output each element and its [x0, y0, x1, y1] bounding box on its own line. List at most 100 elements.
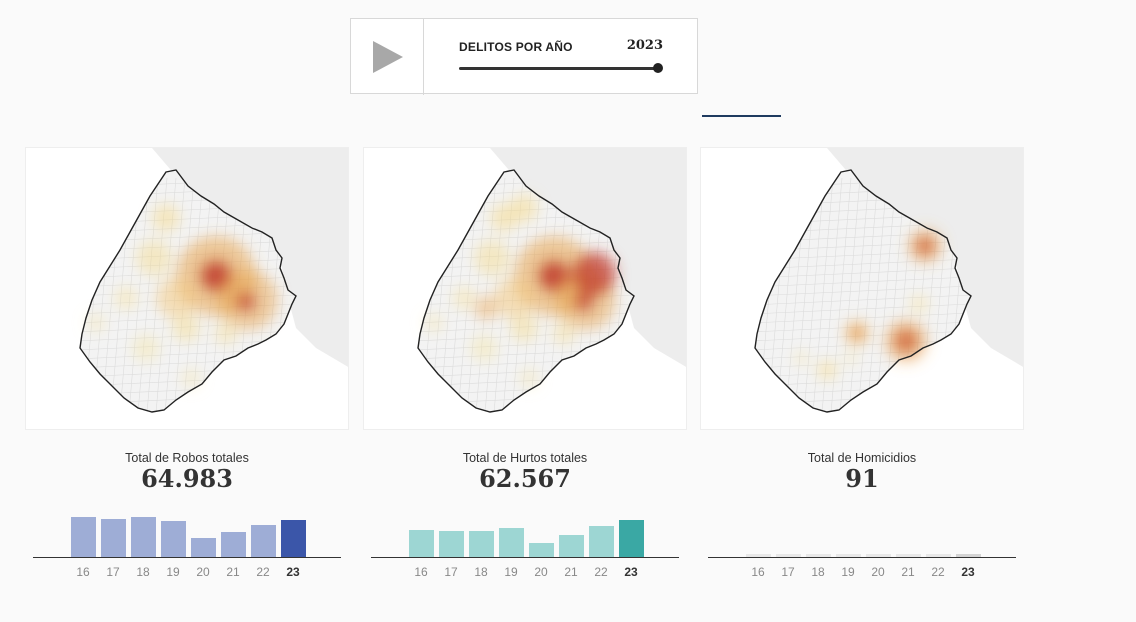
heat-spot [452, 286, 476, 310]
bar-chart-homicidios: 16 17 18 19 20 21 22 23 [700, 505, 1024, 585]
heat-spot [552, 321, 576, 345]
underline-link[interactable] [702, 115, 781, 117]
map-panel-homicidios[interactable] [700, 147, 1024, 430]
tick-label-21: 21 [901, 565, 915, 579]
river-area [827, 148, 1023, 367]
bar-18 [468, 531, 494, 557]
panel-total-homicidios: 91 [845, 464, 879, 493]
map-svg [417, 148, 686, 413]
heat-spot [494, 278, 534, 318]
bar-21 [895, 554, 921, 557]
bar-22 [588, 525, 614, 557]
tick-label-19: 19 [841, 565, 855, 579]
play-button[interactable] [351, 19, 424, 95]
tick-label-22: 22 [594, 565, 608, 579]
heat-spot [424, 313, 444, 333]
tick-label-23: 23 [624, 565, 638, 579]
city-outline [754, 169, 972, 413]
tick-label-16: 16 [414, 565, 428, 579]
bar-17 [775, 554, 801, 557]
year-slider-track[interactable] [459, 67, 659, 70]
tick-label-23: 23 [961, 565, 975, 579]
chart-baseline [708, 557, 1016, 558]
heat-spot [470, 334, 498, 362]
map-panel-robos[interactable] [25, 147, 349, 430]
map-panel-hurtos[interactable] [363, 147, 687, 430]
bar-19 [160, 521, 186, 557]
heat-spot [172, 314, 200, 342]
tick-label-22: 22 [256, 565, 270, 579]
tick-label-18: 18 [811, 565, 825, 579]
tick-label-21: 21 [226, 565, 240, 579]
heatmap-layer [793, 228, 943, 380]
heat-spot [156, 278, 196, 318]
tick-label-19: 19 [166, 565, 180, 579]
tick-label-21: 21 [564, 565, 578, 579]
tick-label-23: 23 [286, 565, 300, 579]
tick-label-20: 20 [534, 565, 548, 579]
heat-spot [817, 360, 837, 380]
heatmap-layer [86, 204, 278, 388]
heat-spot [236, 292, 256, 312]
heat-spot [152, 204, 180, 232]
heat-spot [884, 319, 928, 363]
year-slider-handle[interactable] [653, 63, 663, 73]
year-player: DELITOS POR AÑO 2023 [350, 18, 698, 95]
tick-label-17: 17 [106, 565, 120, 579]
bar-21 [558, 535, 584, 557]
bar-19 [498, 528, 524, 557]
heat-spot [474, 240, 510, 276]
tick-label-18: 18 [474, 565, 488, 579]
heat-spot [907, 228, 943, 264]
tick-label-17: 17 [444, 565, 458, 579]
heat-spot [86, 313, 106, 333]
bar-18 [805, 554, 831, 557]
bar-17 [100, 518, 126, 557]
chart-baseline [371, 557, 679, 558]
bar-23 [618, 520, 644, 557]
heat-spot [136, 240, 172, 276]
tick-label-20: 20 [196, 565, 210, 579]
panel-label-homicidios: Total de Homicidios [807, 451, 917, 465]
bar-22 [925, 554, 951, 557]
play-icon [373, 41, 403, 73]
chart-baseline [33, 557, 341, 558]
heat-spot [843, 350, 859, 366]
heat-spot [572, 252, 616, 296]
heat-spot [181, 368, 201, 388]
bar-16 [745, 554, 771, 557]
bar-23 [955, 553, 981, 557]
heatmap-layer [424, 194, 616, 388]
bar-chart-hurtos: 16 17 18 19 20 21 22 23 [363, 505, 687, 585]
bar-16 [70, 517, 96, 557]
tick-label-22: 22 [931, 565, 945, 579]
bar-18 [130, 517, 156, 557]
heat-spot [909, 294, 929, 314]
river-area [490, 148, 686, 367]
heat-spot [510, 314, 538, 342]
bar-19 [835, 554, 861, 557]
tick-label-19: 19 [504, 565, 518, 579]
bar-21 [220, 532, 246, 557]
slider-year: 2023 [626, 38, 663, 53]
panel-label-hurtos: Total de Hurtos totales [462, 451, 588, 465]
tick-label-20: 20 [871, 565, 885, 579]
bar-20 [190, 537, 216, 557]
map-svg [79, 148, 348, 413]
heat-spot [214, 321, 238, 345]
tick-label-16: 16 [751, 565, 765, 579]
heat-spot [474, 296, 498, 320]
bar-chart-robos: 16 17 18 19 20 21 22 23 [25, 505, 349, 585]
bar-20 [528, 543, 554, 557]
city-outline [417, 169, 635, 413]
panel-total-hurtos: 62.567 [479, 464, 571, 493]
heat-spot [574, 292, 594, 312]
heat-spot [793, 350, 809, 366]
bar-16 [408, 529, 434, 557]
city-outline [79, 169, 297, 413]
heat-spot [114, 286, 138, 310]
tick-label-18: 18 [136, 565, 150, 579]
heat-spot [843, 319, 871, 347]
bar-20 [865, 554, 891, 557]
panel-label-robos: Total de Robos totales [125, 451, 249, 465]
